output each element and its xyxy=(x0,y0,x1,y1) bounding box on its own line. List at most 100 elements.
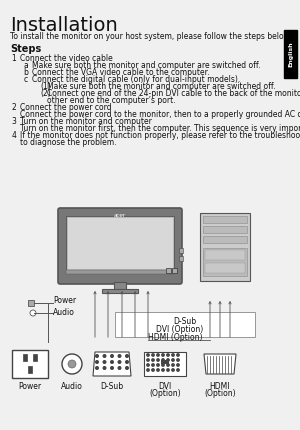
Circle shape xyxy=(157,369,159,371)
Circle shape xyxy=(177,364,179,366)
Bar xyxy=(203,216,247,223)
Text: a: a xyxy=(23,61,28,70)
Circle shape xyxy=(152,359,154,361)
Polygon shape xyxy=(204,354,236,374)
Bar xyxy=(203,226,247,233)
Circle shape xyxy=(126,361,128,363)
Circle shape xyxy=(68,360,76,368)
Bar xyxy=(28,366,32,373)
Circle shape xyxy=(162,364,164,366)
Circle shape xyxy=(157,359,159,361)
Bar xyxy=(179,248,183,253)
Text: acer: acer xyxy=(114,213,126,218)
Circle shape xyxy=(152,364,154,366)
Bar xyxy=(115,312,255,337)
Circle shape xyxy=(172,354,174,356)
Text: Make sure both the monitor and computer are switched off.: Make sure both the monitor and computer … xyxy=(32,61,260,70)
Text: Audio: Audio xyxy=(61,382,83,391)
Text: 1: 1 xyxy=(11,54,16,63)
Circle shape xyxy=(177,359,179,361)
Bar xyxy=(166,268,171,273)
Circle shape xyxy=(147,369,149,371)
Circle shape xyxy=(172,359,174,361)
Bar xyxy=(205,250,245,260)
Text: DVI (Option): DVI (Option) xyxy=(156,325,204,334)
Text: 4: 4 xyxy=(11,131,16,140)
Text: Connect the digital cable (only for dual-input models).: Connect the digital cable (only for dual… xyxy=(32,75,240,84)
Text: Turn on the monitor and computer: Turn on the monitor and computer xyxy=(20,117,152,126)
Bar xyxy=(172,268,177,273)
Bar xyxy=(66,216,174,270)
Text: (1): (1) xyxy=(40,82,51,91)
Bar xyxy=(203,248,247,276)
Circle shape xyxy=(172,369,174,371)
Circle shape xyxy=(96,355,98,357)
Text: To install the monitor on your host system, please follow the steps below:: To install the monitor on your host syst… xyxy=(10,32,292,41)
Circle shape xyxy=(162,359,164,361)
Circle shape xyxy=(157,354,159,356)
Text: 2: 2 xyxy=(11,103,16,112)
Text: other end to the computer’s port.: other end to the computer’s port. xyxy=(47,96,175,105)
Text: Make sure both the monitor and computer are switched off.: Make sure both the monitor and computer … xyxy=(47,82,275,91)
Text: 3: 3 xyxy=(11,117,16,126)
Circle shape xyxy=(172,364,174,366)
Circle shape xyxy=(147,359,149,361)
Bar xyxy=(205,263,245,273)
Text: to diagnose the problem.: to diagnose the problem. xyxy=(20,138,116,147)
Circle shape xyxy=(152,354,154,356)
Bar xyxy=(102,289,138,293)
Text: (Option): (Option) xyxy=(149,389,181,398)
Circle shape xyxy=(167,354,169,356)
Circle shape xyxy=(103,355,106,357)
Circle shape xyxy=(111,355,113,357)
Circle shape xyxy=(167,364,169,366)
Text: D-Sub: D-Sub xyxy=(173,317,196,326)
Bar xyxy=(200,213,250,281)
Circle shape xyxy=(126,355,128,357)
Circle shape xyxy=(96,367,98,369)
Bar xyxy=(284,30,297,78)
Text: Connect the video cable: Connect the video cable xyxy=(20,54,113,63)
Text: (Option): (Option) xyxy=(204,389,236,398)
Circle shape xyxy=(147,364,149,366)
Circle shape xyxy=(162,369,164,371)
Circle shape xyxy=(177,354,179,356)
Text: English: English xyxy=(288,41,293,67)
Circle shape xyxy=(118,367,121,369)
Text: HDMI: HDMI xyxy=(210,382,230,391)
Text: Turn on the monitor first, then the computer. This sequence is very important.: Turn on the monitor first, then the comp… xyxy=(20,124,300,133)
Circle shape xyxy=(103,367,106,369)
Circle shape xyxy=(162,354,164,356)
Text: D-Sub: D-Sub xyxy=(100,382,124,391)
Bar xyxy=(203,236,247,243)
Text: Installation: Installation xyxy=(10,16,118,35)
Circle shape xyxy=(62,354,82,374)
Text: Audio: Audio xyxy=(53,308,75,317)
Circle shape xyxy=(157,364,159,366)
Bar xyxy=(33,354,37,361)
Text: (2): (2) xyxy=(40,89,51,98)
Bar xyxy=(144,352,186,376)
FancyBboxPatch shape xyxy=(58,208,182,284)
Bar xyxy=(66,270,174,274)
Text: Power: Power xyxy=(53,296,76,305)
Circle shape xyxy=(167,359,169,361)
Bar xyxy=(114,282,126,289)
Circle shape xyxy=(167,369,169,371)
Text: HDMI (Option): HDMI (Option) xyxy=(148,333,202,342)
Circle shape xyxy=(111,367,113,369)
Text: If the monitor does not function properly, please refer to the troubleshooting s: If the monitor does not function properl… xyxy=(20,131,300,140)
Text: Connect one end of the 24-pin DVI cable to the back of the monitor and the: Connect one end of the 24-pin DVI cable … xyxy=(47,89,300,98)
Text: Steps: Steps xyxy=(10,44,41,54)
Text: Connect the power cord to the monitor, then to a properly grounded AC outlet.: Connect the power cord to the monitor, t… xyxy=(20,110,300,119)
Circle shape xyxy=(30,310,36,316)
Circle shape xyxy=(152,369,154,371)
Circle shape xyxy=(147,354,149,356)
Text: b: b xyxy=(23,68,28,77)
Circle shape xyxy=(177,369,179,371)
Circle shape xyxy=(126,367,128,369)
Bar xyxy=(28,300,34,306)
Bar xyxy=(12,350,48,378)
Bar xyxy=(68,218,172,268)
Circle shape xyxy=(103,361,106,363)
